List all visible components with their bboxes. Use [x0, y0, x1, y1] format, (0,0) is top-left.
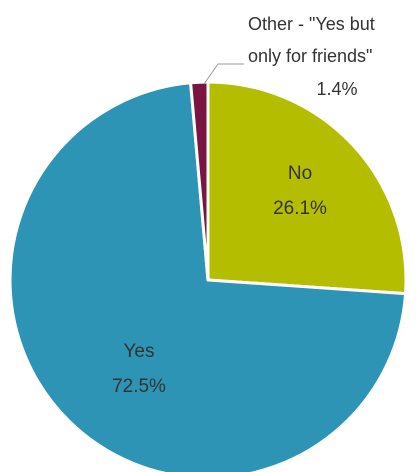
slice-label-other-line2: only for friends"	[248, 46, 372, 66]
slice-label-yes: Yes	[124, 341, 155, 362]
slice-value-yes: 72.5%	[112, 376, 166, 397]
slice-value-other: 1.4%	[316, 79, 357, 99]
slice-label-no: No	[288, 163, 312, 184]
pie-slices	[8, 80, 408, 472]
slice-labels: No 26.1% Yes 72.5% Other - "Yes but only…	[112, 14, 375, 397]
pie-slice-other	[189, 80, 210, 282]
other-leader-line	[203, 63, 244, 85]
slice-label-other-line1: Other - "Yes but	[248, 14, 375, 34]
pie-slice-no	[206, 80, 408, 296]
slice-value-no: 26.1%	[273, 198, 327, 219]
